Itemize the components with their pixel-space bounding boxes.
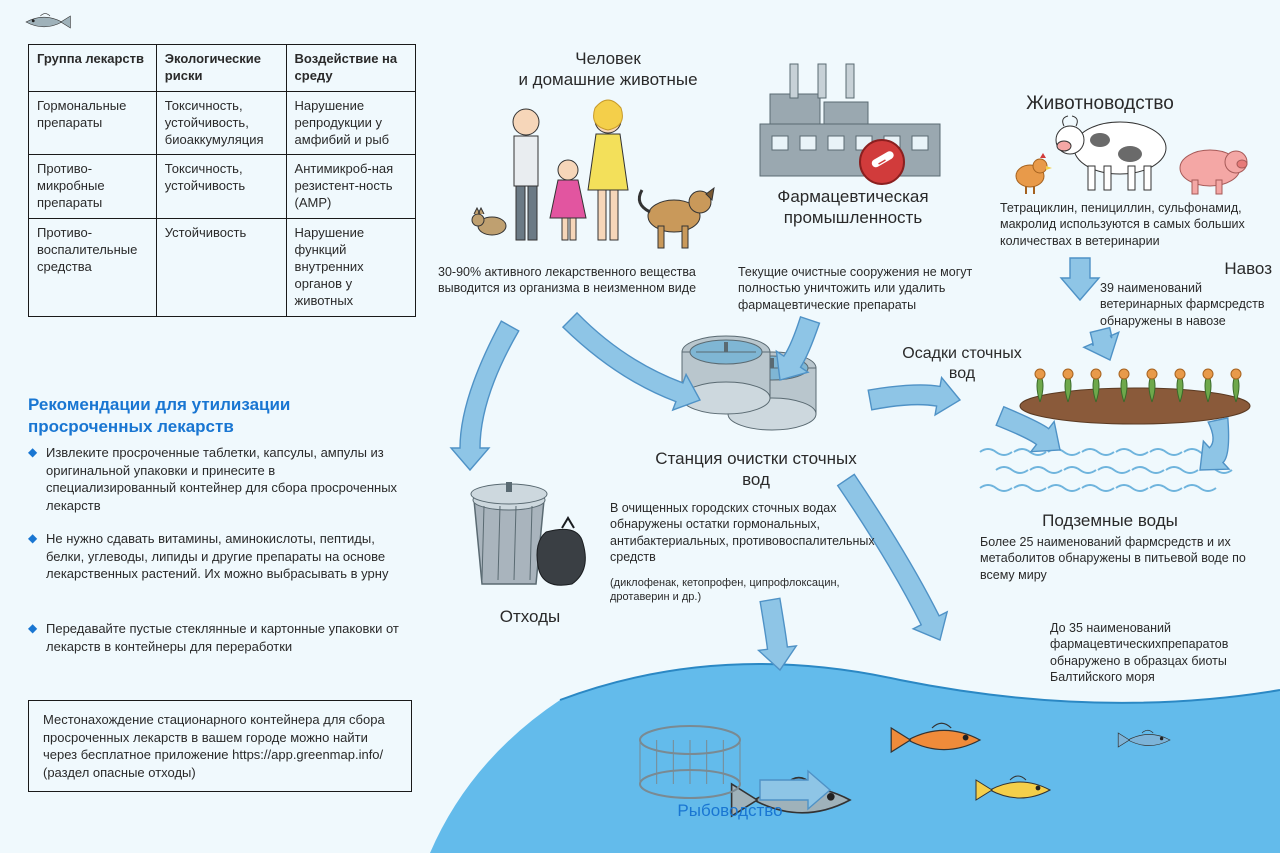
node-text: 30-90% активного лекарственного вещества…: [438, 264, 708, 297]
family-illustration: [472, 100, 714, 248]
node-text: Отходы: [470, 606, 590, 627]
livestock-illustration: [1016, 116, 1247, 194]
node-text: Человеки домашние животные: [478, 48, 738, 91]
flow-arrow: [1084, 328, 1119, 360]
node-text: Фармацевтическая промышленность: [738, 186, 968, 229]
fish-illustration: [26, 14, 70, 28]
node-text: Рыбоводство: [640, 800, 820, 821]
field-illustration: [1020, 369, 1250, 424]
trash-illustration: [471, 482, 585, 585]
node-text: Станция очистки сточных вод: [646, 448, 866, 491]
flow-illustrations: [0, 0, 1280, 853]
node-text: Подземные воды: [1000, 510, 1220, 531]
flow-arrow: [759, 598, 797, 670]
node-text: 39 наименований ветеринарных фармсредств…: [1100, 280, 1268, 329]
groundwater-illustration: [980, 449, 1232, 491]
flow-arrow: [563, 313, 700, 410]
flow-arrow: [1200, 418, 1229, 470]
flow-arrow: [1061, 258, 1099, 300]
factory-illustration: [760, 64, 940, 184]
node-text: Навоз: [1182, 258, 1272, 279]
flow-arrow: [451, 321, 519, 470]
node-text: (диклофенак, кетопрофен, ципрофлоксацин,…: [610, 576, 890, 605]
node-text: До 35 наименований фармацевтическихпрепа…: [1050, 620, 1266, 685]
node-text: Более 25 наименований фармсредств и их м…: [980, 534, 1264, 583]
node-text: Текущие очистные сооружения не могут пол…: [738, 264, 1006, 313]
node-text: В очищенных городских сточных водах обна…: [610, 500, 890, 565]
node-text: Тетрациклин, пенициллин, сульфонамид, ма…: [1000, 200, 1260, 249]
node-text: Животноводство: [1000, 92, 1200, 116]
node-text: Осадки сточных вод: [892, 344, 1032, 384]
sea-shape: [430, 664, 1280, 853]
